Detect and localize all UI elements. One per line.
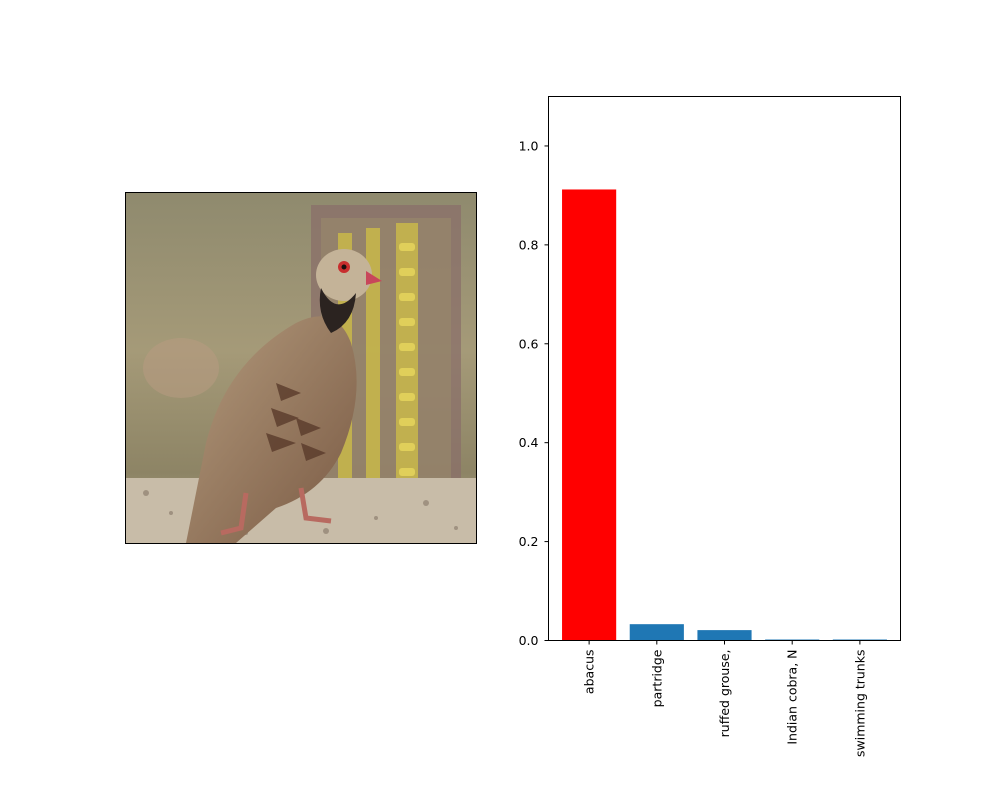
bar-ruffed-grouse bbox=[697, 630, 752, 641]
y-tick-label: 0.8 bbox=[519, 237, 539, 252]
y-tick-label: 0.2 bbox=[519, 534, 539, 549]
bars-layer bbox=[562, 189, 887, 641]
y-tick-label: 0.6 bbox=[519, 336, 539, 351]
x-tick-label: Indian cobra, N bbox=[785, 650, 800, 745]
y-axis: 0.0 0.2 0.4 0.6 0.8 1.0 bbox=[519, 138, 549, 648]
x-tick-label: partridge bbox=[649, 649, 664, 707]
bar-partridge bbox=[629, 624, 684, 641]
bar-abacus bbox=[562, 189, 617, 641]
bird-photo-icon bbox=[126, 193, 476, 543]
y-tick-label: 1.0 bbox=[519, 138, 539, 153]
x-tick-label: abacus bbox=[582, 650, 597, 695]
x-tick-label: ruffed grouse, bbox=[717, 650, 732, 738]
y-tick-label: 0.4 bbox=[519, 435, 539, 450]
x-axis: abacus partridge ruffed grouse, Indian cobr… bbox=[582, 640, 867, 758]
y-tick-label: 0.0 bbox=[519, 633, 539, 648]
bird-photo-panel bbox=[125, 192, 477, 544]
x-tick-label: swimming trunks bbox=[852, 650, 867, 758]
